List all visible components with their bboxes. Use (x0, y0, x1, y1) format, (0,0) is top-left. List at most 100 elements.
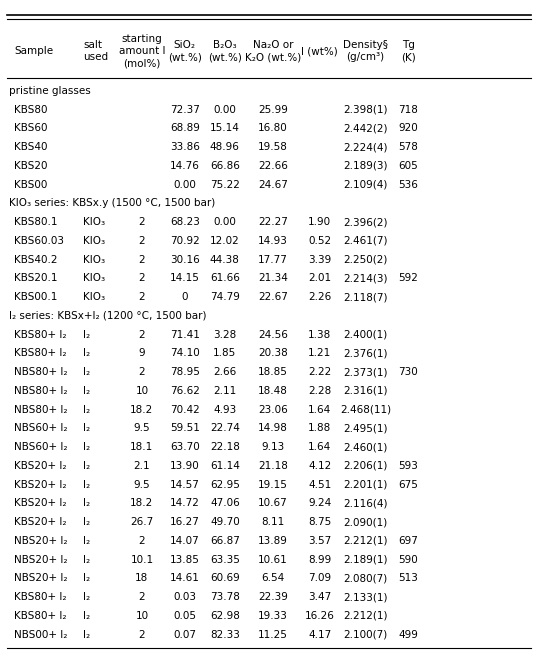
Text: 2.495(1): 2.495(1) (343, 424, 387, 434)
Text: 605: 605 (398, 161, 418, 171)
Text: 13.90: 13.90 (170, 461, 200, 471)
Text: 13.85: 13.85 (170, 554, 200, 564)
Text: salt
used: salt used (83, 40, 108, 63)
Text: I₂: I₂ (83, 498, 90, 508)
Text: 22.39: 22.39 (258, 592, 288, 602)
Text: 590: 590 (398, 554, 418, 564)
Text: 75.22: 75.22 (210, 179, 240, 189)
Text: 2.22: 2.22 (308, 367, 331, 377)
Text: I₂ series: KBSx+I₂ (1200 °C, 1500 bar): I₂ series: KBSx+I₂ (1200 °C, 1500 bar) (10, 311, 207, 321)
Text: 61.14: 61.14 (210, 461, 240, 471)
Text: 1.64: 1.64 (308, 405, 331, 415)
Text: KBS20+ I₂: KBS20+ I₂ (14, 461, 67, 471)
Text: 513: 513 (398, 574, 418, 584)
Text: 1.85: 1.85 (213, 348, 237, 358)
Text: 62.98: 62.98 (210, 611, 240, 621)
Text: NBS80+ I₂: NBS80+ I₂ (14, 405, 67, 415)
Text: 19.58: 19.58 (258, 142, 288, 152)
Text: 9.24: 9.24 (308, 498, 331, 508)
Text: I₂: I₂ (83, 592, 90, 602)
Text: 2: 2 (139, 367, 145, 377)
Text: 0.00: 0.00 (214, 105, 236, 115)
Text: I₂: I₂ (83, 329, 90, 340)
Text: 1.88: 1.88 (308, 424, 331, 434)
Text: I₂: I₂ (83, 574, 90, 584)
Text: 0.00: 0.00 (173, 179, 196, 189)
Text: KBS80+ I₂: KBS80+ I₂ (14, 592, 67, 602)
Text: 0.52: 0.52 (308, 236, 331, 246)
Text: 24.67: 24.67 (258, 179, 288, 189)
Text: 2.28: 2.28 (308, 386, 331, 396)
Text: 66.87: 66.87 (210, 536, 240, 546)
Text: 22.67: 22.67 (258, 292, 288, 302)
Text: I₂: I₂ (83, 461, 90, 471)
Text: 22.18: 22.18 (210, 442, 240, 452)
Text: KBS00.1: KBS00.1 (14, 292, 58, 302)
Text: 3.57: 3.57 (308, 536, 331, 546)
Text: 2: 2 (139, 630, 145, 640)
Text: 22.66: 22.66 (258, 161, 288, 171)
Text: 7.09: 7.09 (308, 574, 331, 584)
Text: KBS80+ I₂: KBS80+ I₂ (14, 348, 67, 358)
Text: 16.26: 16.26 (305, 611, 335, 621)
Text: 4.51: 4.51 (308, 480, 331, 490)
Text: 578: 578 (398, 142, 418, 152)
Text: 18.2: 18.2 (130, 405, 153, 415)
Text: KBS80.1: KBS80.1 (14, 217, 58, 227)
Text: 2.201(1): 2.201(1) (343, 480, 387, 490)
Text: 718: 718 (398, 105, 418, 115)
Text: 62.95: 62.95 (210, 480, 240, 490)
Text: Sample: Sample (14, 46, 53, 56)
Text: 24.56: 24.56 (258, 329, 288, 340)
Text: 3.47: 3.47 (308, 592, 331, 602)
Text: 18.1: 18.1 (130, 442, 153, 452)
Text: 2: 2 (139, 236, 145, 246)
Text: 16.80: 16.80 (258, 123, 288, 133)
Text: KBS20.1: KBS20.1 (14, 273, 58, 283)
Text: 2.376(1): 2.376(1) (343, 348, 387, 358)
Text: KBS60.03: KBS60.03 (14, 236, 64, 246)
Text: 2.189(1): 2.189(1) (343, 554, 387, 564)
Text: 71.41: 71.41 (170, 329, 200, 340)
Text: 23.06: 23.06 (258, 405, 288, 415)
Text: 60.69: 60.69 (210, 574, 240, 584)
Text: 2.206(1): 2.206(1) (343, 461, 387, 471)
Text: 8.11: 8.11 (261, 517, 285, 527)
Text: 2.468(11): 2.468(11) (340, 405, 391, 415)
Text: 66.86: 66.86 (210, 161, 240, 171)
Text: KBS20+ I₂: KBS20+ I₂ (14, 498, 67, 508)
Text: 14.61: 14.61 (170, 574, 200, 584)
Text: 25.99: 25.99 (258, 105, 288, 115)
Text: 2: 2 (139, 273, 145, 283)
Text: NBS80+ I₂: NBS80+ I₂ (14, 386, 67, 396)
Text: I₂: I₂ (83, 424, 90, 434)
Text: 74.79: 74.79 (210, 292, 240, 302)
Text: 59.51: 59.51 (170, 424, 200, 434)
Text: 2.398(1): 2.398(1) (343, 105, 387, 115)
Text: 3.28: 3.28 (213, 329, 237, 340)
Text: I₂: I₂ (83, 554, 90, 564)
Text: 4.17: 4.17 (308, 630, 331, 640)
Text: 19.15: 19.15 (258, 480, 288, 490)
Text: 14.72: 14.72 (170, 498, 200, 508)
Text: 9.5: 9.5 (133, 480, 150, 490)
Text: I₂: I₂ (83, 630, 90, 640)
Text: 0.00: 0.00 (214, 217, 236, 227)
Text: KBS20+ I₂: KBS20+ I₂ (14, 480, 67, 490)
Text: 697: 697 (398, 536, 418, 546)
Text: 2.442(2): 2.442(2) (343, 123, 387, 133)
Text: 2.212(1): 2.212(1) (343, 611, 387, 621)
Text: KBS40.2: KBS40.2 (14, 255, 58, 265)
Text: 2: 2 (139, 592, 145, 602)
Text: 49.70: 49.70 (210, 517, 240, 527)
Text: KBS20+ I₂: KBS20+ I₂ (14, 517, 67, 527)
Text: 76.62: 76.62 (170, 386, 200, 396)
Text: NBS20+ I₂: NBS20+ I₂ (14, 554, 67, 564)
Text: 61.66: 61.66 (210, 273, 240, 283)
Text: 2.080(7): 2.080(7) (343, 574, 387, 584)
Text: 4.93: 4.93 (213, 405, 237, 415)
Text: 2.396(2): 2.396(2) (343, 217, 387, 227)
Text: I₂: I₂ (83, 442, 90, 452)
Text: 593: 593 (398, 461, 418, 471)
Text: 82.33: 82.33 (210, 630, 240, 640)
